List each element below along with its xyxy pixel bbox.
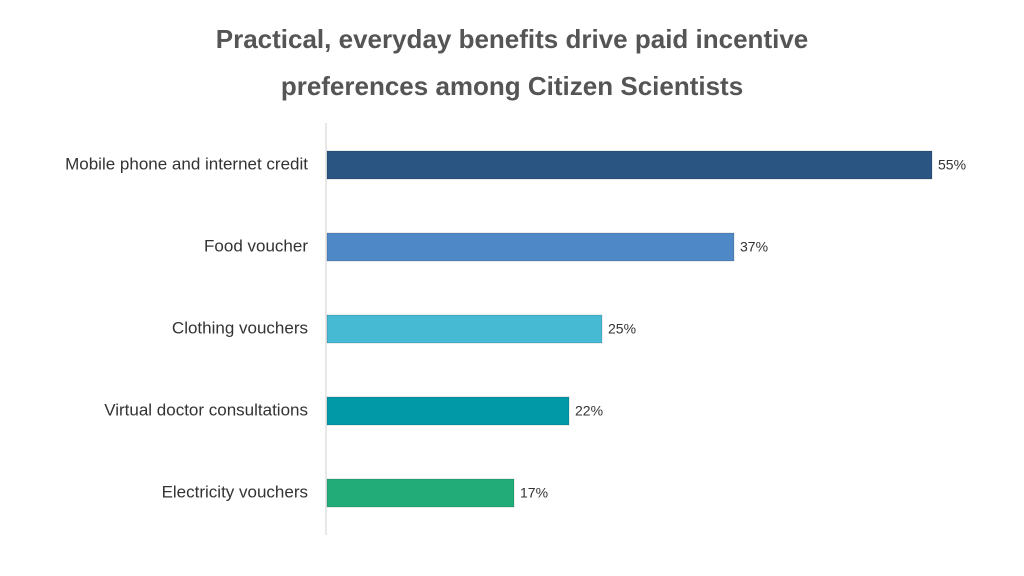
bar bbox=[326, 232, 735, 262]
category-label: Clothing vouchers bbox=[172, 318, 308, 337]
category-label: Electricity vouchers bbox=[162, 482, 308, 501]
bar bbox=[326, 150, 933, 180]
value-label: 55% bbox=[938, 157, 966, 173]
chart-title: Practical, everyday benefits drive paid … bbox=[215, 24, 809, 101]
category-label: Food voucher bbox=[204, 236, 308, 255]
category-label: Mobile phone and internet credit bbox=[65, 154, 308, 173]
category-label: Virtual doctor consultations bbox=[104, 400, 308, 419]
value-label: 22% bbox=[575, 403, 603, 419]
bar bbox=[326, 478, 515, 508]
bar bbox=[326, 314, 603, 344]
value-label: 37% bbox=[740, 239, 768, 255]
bar bbox=[326, 396, 570, 426]
value-label: 25% bbox=[608, 321, 636, 337]
value-label: 17% bbox=[520, 485, 548, 501]
